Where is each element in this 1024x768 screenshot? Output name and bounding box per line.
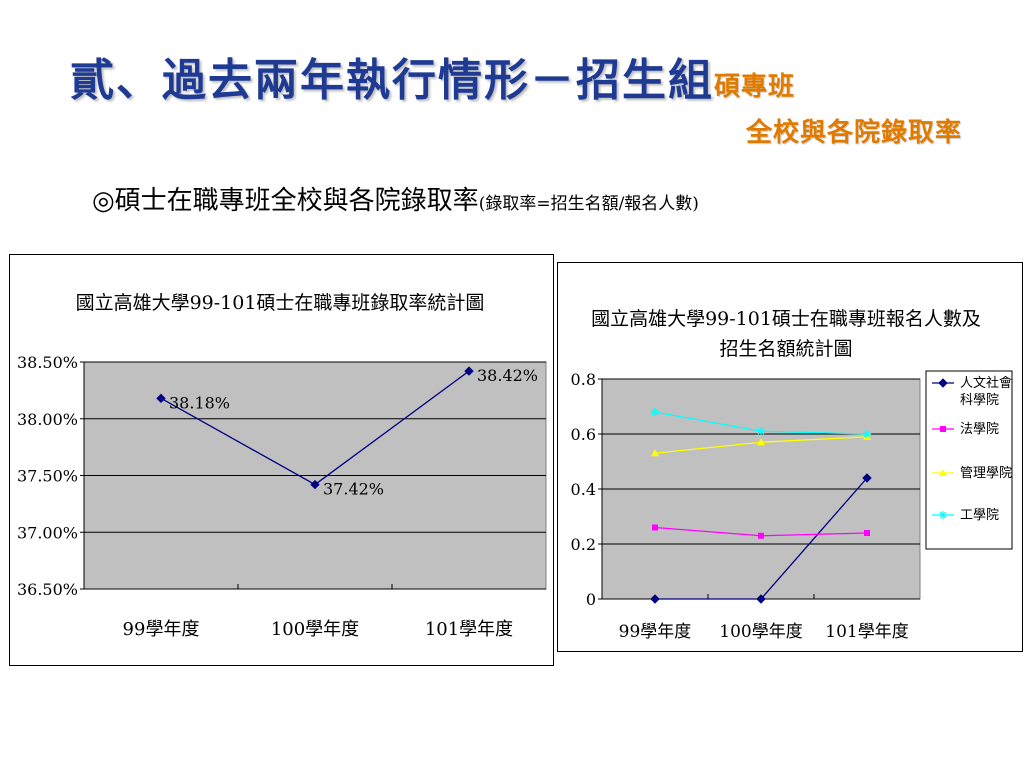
chart1-title-line: 國立高雄大學99-101碩士在職專班錄取率統計圖 <box>76 292 485 314</box>
chart2-series-3-point <box>757 427 765 436</box>
chart2-legend-label: 人文社會 <box>960 375 1012 391</box>
slide-title-program: 碩專班 <box>714 72 796 102</box>
admission-rate-chart-svg: 國立高雄大學99-101碩士在職專班錄取率統計圖 36.50% 37.00% 37.5… <box>17 292 547 640</box>
chart2-legend <box>925 370 1013 550</box>
chart1-x-tick-label: 100學年度 <box>271 619 359 640</box>
chart1-y-tick-label: 38.00% <box>17 410 78 429</box>
chart2-series-0-point <box>650 594 660 604</box>
chart1-y-tick-label: 36.50% <box>17 580 78 599</box>
chart2-series-0-point <box>862 473 872 483</box>
chart2-legend-marker <box>939 511 947 519</box>
chart2-legend-label: 科學院 <box>960 393 999 408</box>
chart1-y-tick-label: 37.00% <box>17 523 78 542</box>
slide-title-main: 貳、過去兩年執行情形－招生組 <box>70 55 714 106</box>
chart2-legend-label: 工學院 <box>960 508 999 523</box>
chart2-title-line: 國立高雄大學99-101碩士在職專班報名人數及 <box>591 308 981 330</box>
section-heading: ◎碩士在職專班全校與各院錄取率(錄取率=招生名額/報名人數) <box>92 180 699 217</box>
chart1-x-tick-label: 99學年度 <box>123 619 200 640</box>
chart2-series-0-point <box>756 594 766 604</box>
chart1-data-label: 38.42% <box>477 366 538 385</box>
chart1-y-tick-label: 37.50% <box>17 467 78 486</box>
chart1-data-label: 37.42% <box>323 480 384 499</box>
chart2-series-3-point <box>863 430 871 438</box>
chart1-series-0-point <box>310 479 320 490</box>
chart2-x-tick-label: 100學年度 <box>719 622 802 642</box>
chart2-series-1-point <box>864 530 870 536</box>
chart2-y-tick-label: 0.6 <box>571 425 596 444</box>
chart2-legend-marker <box>939 469 947 476</box>
chart2-series-1-point <box>758 532 764 539</box>
chart2-x-tick-label: 99學年度 <box>619 622 692 642</box>
chart2-x-tick-label: 101學年度 <box>825 622 908 642</box>
chart2-legend-marker <box>940 426 946 432</box>
chart1-data-label: 38.18% <box>169 393 230 412</box>
chart1-y-tick-label: 38.50% <box>17 353 78 372</box>
slide-title: 貳、過去兩年執行情形－招生組碩專班 <box>70 44 970 108</box>
chart2-legend-label: 法學院 <box>960 422 999 437</box>
chart1-x-tick-label: 101學年度 <box>425 619 513 640</box>
admission-rate-chart: 國立高雄大學99-101碩士在職專班錄取率統計圖 36.50% 37.00% 37.5… <box>9 254 554 666</box>
chart2-series-3-point <box>651 408 659 416</box>
chart2-series-2-point <box>757 438 765 446</box>
section-heading-note: (錄取率=招生名額/報名人數) <box>478 194 699 214</box>
chart2-legend-marker <box>938 378 948 388</box>
chart2-y-tick-label: 0.8 <box>571 370 596 389</box>
chart2-y-tick-label: 0.4 <box>571 480 596 499</box>
chart2-legend-label: 管理學院 <box>960 466 1012 481</box>
chart2-y-tick-label: 0.2 <box>571 535 596 554</box>
slide-subtitle: 全校與各院錄取率 <box>745 118 962 148</box>
section-heading-text: ◎碩士在職專班全校與各院錄取率 <box>92 186 479 216</box>
chart2-y-tick-label: 0 <box>586 590 596 609</box>
chart1-series-0-point <box>464 366 474 376</box>
chart1-series-0-point <box>156 393 166 404</box>
chart2-series-1-point <box>652 524 658 531</box>
chart2-series-2-point <box>651 449 659 457</box>
chart2-title-line: 招生名額統計圖 <box>719 338 852 360</box>
applicants-quota-chart: 國立高雄大學99-101碩士在職專班報名人數及 招生名額統計圖 0 0.2 0.4 0.6… <box>557 262 1023 652</box>
